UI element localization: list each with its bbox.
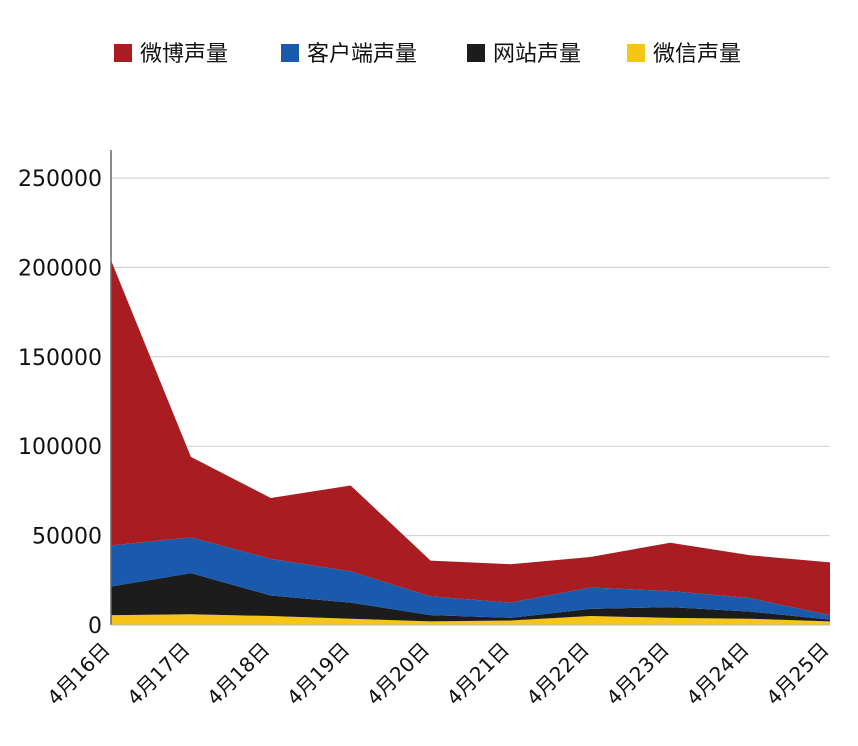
y-tick-label-150000: 150000: [18, 346, 102, 371]
x-tick-label-4: 4月20日: [362, 638, 434, 710]
area-series-3: [111, 260, 830, 616]
legend-swatch-3: [627, 44, 645, 62]
area-series-1: [111, 573, 830, 622]
x-tick-label-2: 4月18日: [202, 638, 274, 710]
y-tick-label-200000: 200000: [18, 256, 102, 281]
x-tick-label-5: 4月21日: [442, 638, 514, 710]
legend-label-3: 微信声量: [653, 42, 741, 67]
x-tick-label-0: 4月16日: [42, 638, 114, 710]
y-tick-label-0: 0: [88, 614, 102, 639]
area-series-2: [111, 537, 830, 620]
x-tick-label-1: 4月17日: [122, 638, 194, 710]
chart-areas: [110, 260, 831, 625]
legend-swatch-1: [281, 44, 299, 62]
y-tick-label-100000: 100000: [18, 435, 102, 460]
chart-axes: [110, 150, 830, 626]
x-tick-label-7: 4月23日: [602, 638, 674, 710]
x-tick-label-6: 4月22日: [522, 638, 594, 710]
chart-gridlines: [111, 177, 830, 537]
x-tick-label-3: 4月19日: [282, 638, 354, 710]
x-axis-ticks: 4月16日 4月17日 4月18日 4月19日 4月20日 4月21日 4月22日 4月23日…: [42, 638, 833, 710]
area-series-0: [111, 614, 830, 625]
legend-label-1: 客户端声量: [307, 42, 417, 67]
chart-legend: 微博声量 客户端声量 网站声量 微信声量: [114, 42, 741, 67]
legend-label-0: 微博声量: [140, 42, 228, 67]
y-tick-label-250000: 250000: [18, 167, 102, 192]
x-tick-label-8: 4月24日: [681, 638, 753, 710]
y-axis-ticks: 0 50000 100000 150000 200000 250000: [18, 167, 102, 639]
x-tick-label-9: 4月25日: [761, 638, 833, 710]
legend-label-2: 网站声量: [493, 42, 581, 67]
legend-swatch-0: [114, 44, 132, 62]
y-tick-label-50000: 50000: [32, 525, 102, 550]
legend-swatch-2: [467, 44, 485, 62]
